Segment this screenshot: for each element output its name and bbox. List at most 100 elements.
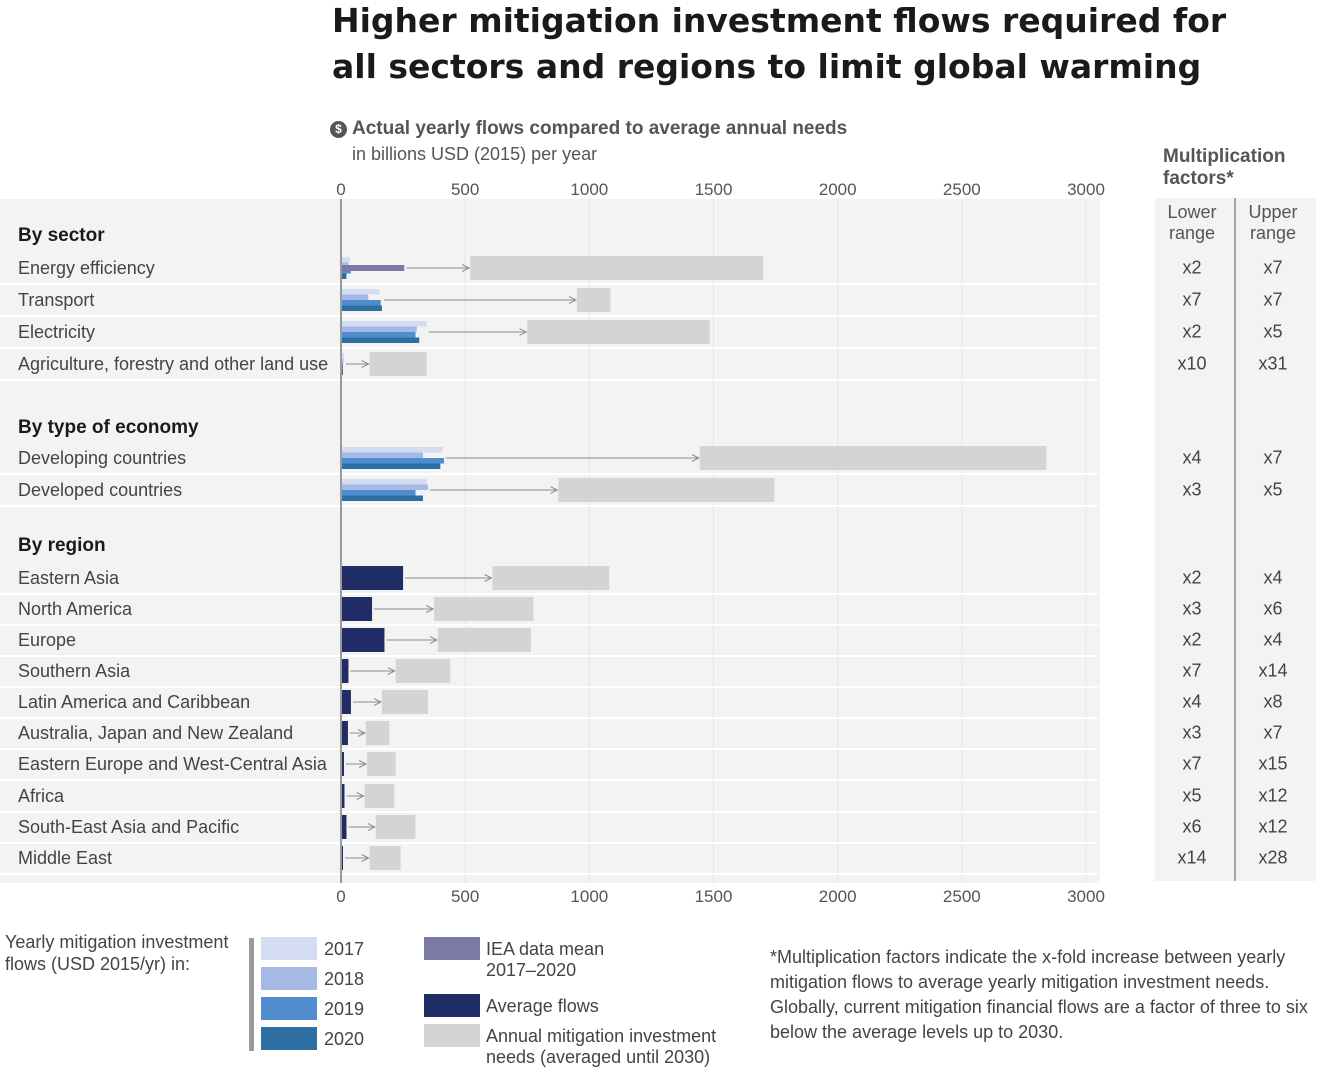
average-flow-bar xyxy=(341,690,351,714)
row-label: Transport xyxy=(18,290,94,310)
legend-iea-line-2: 2017–2020 xyxy=(486,960,577,980)
lower-factor: x3 xyxy=(1182,598,1202,619)
upper-factor: x7 xyxy=(1263,722,1283,743)
needs-bar xyxy=(576,288,611,312)
average-flow-bar xyxy=(341,628,385,652)
row-label: Electricity xyxy=(18,322,95,342)
tick-label-top-500: 500 xyxy=(451,180,479,199)
flow-bar-2017 xyxy=(341,257,350,263)
multiplication-header-line-2: factors* xyxy=(1163,168,1234,189)
row-label: Middle East xyxy=(18,848,112,868)
multiplication-factors-header: Multiplication factors* xyxy=(1163,146,1313,190)
title-line-1: Higher mitigation investment flows requi… xyxy=(332,1,1227,40)
needs-bar xyxy=(365,721,390,745)
row-label: Europe xyxy=(18,630,76,650)
average-flow-bar xyxy=(341,566,404,590)
lower-factor: x5 xyxy=(1182,785,1202,806)
legend-swatch-iea xyxy=(424,937,480,960)
needs-bar xyxy=(558,478,775,502)
upper-factor: x7 xyxy=(1263,289,1283,310)
row-label: Agriculture, forestry and other land use xyxy=(18,354,328,374)
average-flow-bar xyxy=(341,752,344,776)
tick-label-top-3000: 3000 xyxy=(1067,180,1105,199)
legend-swatch-needs xyxy=(424,1024,480,1047)
plot-panel xyxy=(0,199,1100,883)
flow-bar-2017 xyxy=(341,353,344,359)
chart-title: Higher mitigation investment flows requi… xyxy=(332,0,1312,90)
needs-bar xyxy=(375,815,416,839)
lower-factor: x2 xyxy=(1182,257,1202,278)
upper-factor: x8 xyxy=(1263,691,1283,712)
lower-factor: x2 xyxy=(1182,567,1202,588)
lower-range-line-2: range xyxy=(1168,223,1216,243)
needs-bar xyxy=(367,752,396,776)
legend-label-average: Average flows xyxy=(486,996,599,1016)
legend-label-2018: 2018 xyxy=(324,969,365,989)
group-label: By sector xyxy=(18,225,105,246)
row-label: Energy efficiency xyxy=(18,258,155,278)
needs-bar xyxy=(470,256,764,280)
title-line-2: all sectors and regions to limit global … xyxy=(332,47,1202,86)
legend-iea-line-1: IEA data mean xyxy=(486,939,605,959)
tick-label-top-0: 0 xyxy=(336,180,345,199)
upper-factor: x5 xyxy=(1263,321,1283,342)
bar-chart: 0 0 500 500 1000 1000 1500 1500 2000 2000 2500 2500… xyxy=(0,180,1105,906)
lower-factor: x7 xyxy=(1182,660,1202,681)
tick-label-bottom-3000: 3000 xyxy=(1067,887,1105,906)
upper-factor: x12 xyxy=(1258,816,1288,837)
legend-label-2019: 2019 xyxy=(324,999,365,1019)
tick-label-top-1000: 1000 xyxy=(570,180,608,199)
average-flow-bar xyxy=(341,597,373,621)
needs-bar xyxy=(395,659,451,683)
lower-factor: x14 xyxy=(1177,847,1207,868)
legend-title: Yearly mitigation investment flows (USD … xyxy=(5,932,229,974)
row-label: Southern Asia xyxy=(18,661,131,681)
legend-swatch-2019 xyxy=(261,997,317,1020)
group-label: By type of economy xyxy=(18,417,199,438)
upper-factor: x4 xyxy=(1263,629,1283,650)
lower-factor: x2 xyxy=(1182,321,1202,342)
upper-range-line-1: Upper xyxy=(1248,202,1298,222)
lower-factor: x10 xyxy=(1177,353,1207,374)
needs-bar xyxy=(364,784,395,808)
flow-bar-2019 xyxy=(341,490,416,496)
lower-factor: x7 xyxy=(1182,753,1202,774)
row-label: Developed countries xyxy=(18,480,182,500)
legend-swatch-2017 xyxy=(261,937,317,960)
dollar-icon: $ xyxy=(330,121,347,138)
average-flow-bar xyxy=(341,784,345,808)
legend-swatch-2020 xyxy=(261,1027,317,1050)
tick-label-bottom-500: 500 xyxy=(451,887,479,906)
row-label: Latin America and Caribbean xyxy=(18,692,250,712)
flow-bar-2019 xyxy=(341,300,381,306)
tick-label-bottom-2500: 2500 xyxy=(943,887,981,906)
lower-factor: x4 xyxy=(1182,691,1202,712)
needs-bar xyxy=(434,597,534,621)
row-label: North America xyxy=(18,599,133,619)
upper-factor: x7 xyxy=(1263,257,1283,278)
average-flow-bar xyxy=(341,721,348,745)
group-label: By region xyxy=(18,535,106,556)
flow-bar-2018 xyxy=(341,358,344,364)
chart-units: in billions USD (2015) per year xyxy=(352,144,598,164)
average-flow-bar xyxy=(341,815,347,839)
row-label: Developing countries xyxy=(18,448,186,468)
flow-bar-2017 xyxy=(341,479,427,485)
tick-label-bottom-0: 0 xyxy=(336,887,345,906)
average-flow-bar xyxy=(341,659,349,683)
upper-factor: x4 xyxy=(1263,567,1283,588)
footnote: *Multiplication factors indicate the x-f… xyxy=(770,947,1308,1042)
lower-factor: x7 xyxy=(1182,289,1202,310)
iea-mean-bar xyxy=(341,265,405,271)
chart-subtitle: Actual yearly flows compared to average … xyxy=(352,118,848,139)
lower-factor: x3 xyxy=(1182,722,1202,743)
upper-factor: x7 xyxy=(1263,447,1283,468)
lower-factor: x6 xyxy=(1182,816,1202,837)
upper-factor: x12 xyxy=(1258,785,1288,806)
needs-bar xyxy=(437,628,531,652)
legend-bracket xyxy=(249,938,254,1051)
legend-needs-line-2: needs (averaged until 2030) xyxy=(486,1047,711,1067)
needs-bar xyxy=(369,352,427,376)
flow-bar-2020 xyxy=(341,495,423,501)
multiplication-header-line-1: Multiplication xyxy=(1163,146,1286,167)
